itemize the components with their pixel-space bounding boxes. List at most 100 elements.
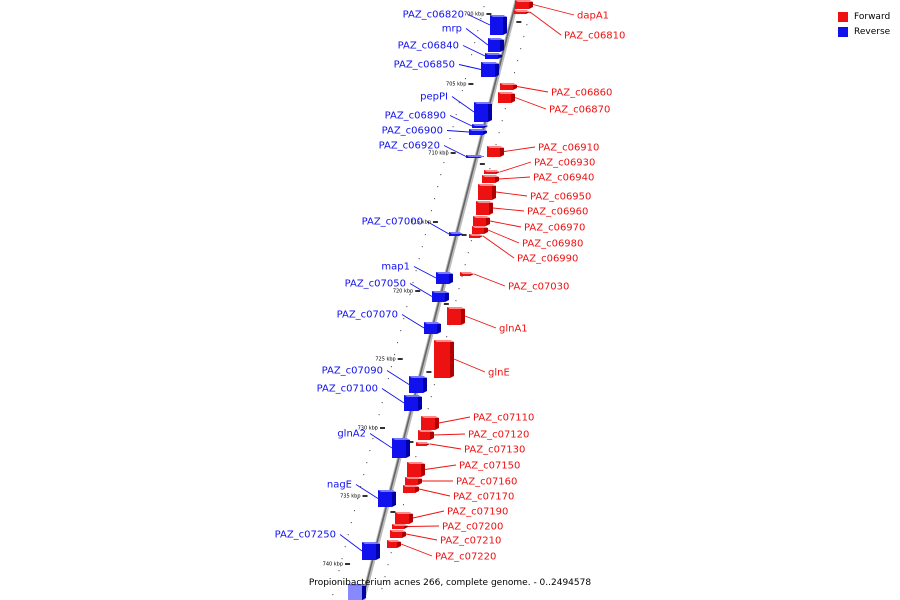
forward-gene-label: PAZ_c07220: [435, 552, 496, 563]
scale-dot: [498, 132, 500, 134]
kbp-label: 700 kbp: [464, 12, 484, 18]
scale-dot: [347, 534, 349, 536]
kbp-tick: [390, 511, 396, 513]
kbp-label: 705 kbp: [446, 82, 466, 88]
gene-leader-line: [451, 96, 475, 113]
gene-leader-line: [482, 235, 515, 259]
scale-dot: [480, 18, 482, 20]
scale-dot: [353, 510, 355, 512]
gene-leader-line: [465, 28, 489, 46]
scale-dot: [338, 570, 340, 572]
reverse-gene-label: PAZ_c07090: [322, 366, 383, 377]
kbp-tick: [443, 303, 449, 305]
forward-gene-label: PAZ_c06870: [549, 105, 610, 116]
legend-forward: Forward: [838, 9, 898, 24]
scale-dot: [415, 456, 417, 458]
reverse-gene-label: glnA2: [337, 429, 366, 440]
forward-gene: [421, 416, 439, 430]
forward-gene-label: PAZ_c07030: [508, 282, 569, 293]
forward-gene-label: dapA1: [577, 11, 609, 22]
kbp-tick: [516, 21, 522, 23]
scale-dot: [430, 396, 432, 398]
scale-dot: [363, 474, 365, 476]
forward-gene: [498, 92, 515, 103]
gene-leader-line: [407, 525, 440, 527]
forward-gene: [472, 226, 488, 234]
scale-dot: [517, 60, 519, 62]
reverse-gene-label: PAZ_c07050: [345, 279, 406, 290]
scale-dot: [529, 12, 531, 14]
scale-dot: [403, 318, 405, 320]
gene-leader-line: [429, 443, 462, 450]
scale-dot: [412, 282, 414, 284]
scale-dot: [474, 42, 476, 44]
scale-dot: [335, 582, 337, 584]
forward-gene-label: PAZ_c07190: [447, 507, 508, 518]
scale-dot: [471, 54, 473, 56]
gene-leader-line: [418, 488, 451, 497]
scale-dot: [489, 168, 491, 170]
kbp-label: 730 kbp: [358, 426, 378, 432]
kbp-label: 720 kbp: [393, 289, 413, 295]
scale-dot: [452, 126, 454, 128]
forward-gene: [392, 524, 408, 529]
kbp-tick: [426, 371, 432, 373]
scale-dot: [341, 558, 343, 560]
scale-dot: [409, 294, 411, 296]
reverse-gene: [392, 438, 410, 458]
forward-gene: [469, 234, 483, 238]
gene-leader-line: [412, 510, 445, 519]
scale-dot: [403, 504, 405, 506]
kbp-tick: [415, 290, 421, 292]
scale-dot: [397, 342, 399, 344]
kbp-label: 725 kbp: [375, 357, 395, 363]
scale-dot: [434, 198, 436, 200]
gene-leader-line: [458, 64, 482, 70]
legend-forward-label: Forward: [854, 11, 891, 22]
reverse-gene-label: PAZ_c07000: [362, 217, 423, 228]
kbp-tick: [461, 234, 467, 236]
scale-dot: [526, 24, 528, 26]
scale-dot: [443, 162, 445, 164]
reverse-gene-label: PAZ_c06920: [379, 141, 440, 152]
forward-gene: [405, 477, 422, 485]
scale-dot: [461, 90, 463, 92]
forward-gene-label: PAZ_c06980: [522, 239, 583, 250]
scale-dot: [470, 240, 472, 242]
forward-gene: [484, 170, 500, 174]
gene-leader-line: [532, 4, 575, 16]
forward-gene: [390, 530, 406, 538]
forward-gene-label: PAZ_c07160: [456, 477, 517, 488]
gene-leader-line: [355, 484, 379, 499]
scale-dot: [350, 522, 352, 524]
reverse-gene-label: mrp: [442, 24, 462, 35]
gene-leader-line: [487, 229, 520, 244]
scale-dot: [360, 486, 362, 488]
forward-gene: [500, 83, 517, 90]
reverse-gene-label: map1: [381, 262, 410, 273]
forward-gene-label: PAZ_c07130: [464, 445, 525, 456]
gene-leader-line: [381, 388, 405, 404]
kbp-label: 735 kbp: [340, 494, 360, 500]
forward-gene: [473, 216, 490, 226]
gene-leader-line: [339, 534, 363, 552]
reverse-gene-label: nagE: [327, 480, 352, 491]
forward-swatch: [838, 11, 848, 22]
gene-leader-line: [514, 97, 547, 110]
reverse-gene: [469, 129, 487, 135]
forward-gene-label: glnA1: [499, 324, 528, 335]
reverse-gene: [362, 542, 380, 560]
kbp-label: 715 kbp: [411, 220, 431, 226]
reverse-gene: [436, 272, 453, 284]
gene-leader-line: [405, 533, 438, 541]
scale-dot: [514, 72, 516, 74]
kbp-tick: [380, 427, 386, 429]
legend-reverse: Reverse: [838, 24, 898, 39]
forward-gene-label: PAZ_c06940: [533, 173, 594, 184]
scale-dot: [446, 336, 448, 338]
legend: Forward Reverse: [838, 9, 898, 39]
reverse-gene-label: PAZ_c06890: [385, 111, 446, 122]
scale-dot: [458, 288, 460, 290]
scale-dot: [464, 264, 466, 266]
scale-dot: [394, 354, 396, 356]
